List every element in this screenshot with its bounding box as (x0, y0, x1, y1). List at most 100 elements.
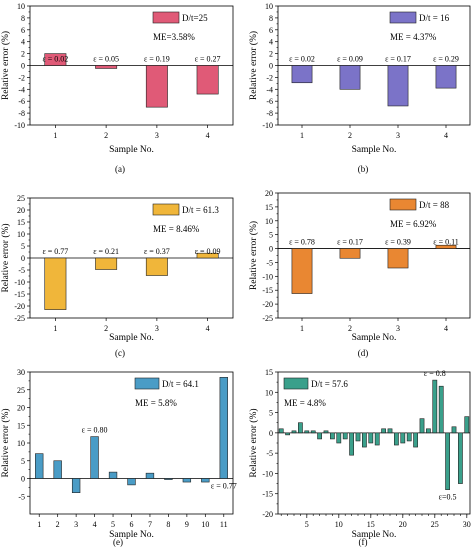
x-tick-label: 4 (444, 131, 448, 140)
y-tick-label: 5 (269, 231, 273, 240)
bar-sample-2 (285, 432, 290, 436)
bar-sample-8 (164, 478, 173, 480)
bar-sample-2 (53, 460, 62, 479)
epsilon-label: ε = 0.80 (82, 426, 108, 435)
y-tick-label: -20 (262, 300, 273, 309)
bar-sample-7 (145, 472, 155, 479)
x-tick-label: 3 (155, 324, 159, 333)
x-tick-label: 3 (396, 131, 400, 140)
legend-swatch (389, 198, 417, 211)
epsilon-label: ε = 0.05 (93, 55, 119, 64)
y-tick-label: -10 (262, 121, 273, 130)
x-tick-label: 2 (56, 520, 60, 529)
bar-sample-3 (387, 248, 409, 269)
y-tick-label: -25 (262, 314, 273, 323)
mean-error-label: ME=3.58% (153, 32, 195, 42)
y-tick-label: 8 (21, 14, 25, 23)
y-tick-label: -5 (18, 266, 25, 275)
y-axis-title: Relative error (%) (248, 31, 259, 100)
y-tick-label: -10 (262, 272, 273, 281)
x-tick-label: 5 (111, 520, 115, 529)
epsilon-label: ε = 0.77 (211, 482, 237, 491)
bar-sample-14 (362, 432, 367, 448)
y-tick-label: 10 (17, 2, 25, 11)
legend-label: D/t = 88 (419, 200, 450, 210)
bar-sample-5 (108, 471, 118, 479)
y-tick-label: 10 (17, 439, 25, 448)
x-tick-label: 1 (53, 324, 57, 333)
bar-sample-21 (406, 432, 412, 442)
epsilon-label: ε = 0.27 (195, 55, 221, 64)
x-tick-label: 5 (305, 520, 309, 529)
epsilon-label: ε = 0.78 (289, 238, 315, 247)
x-tick-label: 10 (201, 520, 209, 529)
bar-sample-6 (127, 478, 136, 486)
bar-sample-19 (394, 432, 399, 446)
x-tick-label: 20 (399, 520, 407, 529)
bar-sample-1 (35, 453, 44, 479)
y-tick-label: 15 (17, 218, 25, 227)
bar-sample-27 (445, 432, 450, 490)
bar-sample-2 (95, 257, 118, 270)
y-tick-label: -6 (266, 97, 273, 106)
epsilon-label: ε = 0.29 (433, 55, 459, 64)
bar-sample-24 (426, 428, 431, 434)
legend-label: D/t=25 (182, 13, 208, 23)
legend: D/t = 16 (389, 11, 450, 24)
x-axis-title: Sample No. (109, 530, 154, 540)
bar-sample-4 (196, 65, 219, 95)
legend-swatch (134, 377, 160, 390)
bar-sample-1 (278, 428, 284, 434)
legend-label: D/t = 64.1 (162, 379, 199, 389)
bar-sample-9 (330, 432, 335, 440)
bar-sample-29 (458, 432, 463, 484)
bar-sample-4 (298, 422, 303, 434)
mean-error-label: ME = 6.92% (390, 219, 437, 229)
bar-sample-23 (419, 418, 425, 434)
bar-sample-11 (219, 377, 228, 479)
epsilon-label: ε = 0.11 (433, 238, 459, 247)
x-tick-label: 8 (166, 520, 170, 529)
bar-sample-26 (438, 385, 444, 434)
bar-sample-7 (317, 432, 322, 440)
panel-label: (b) (358, 164, 369, 174)
epsilon-label: ε = 0.21 (93, 247, 119, 256)
legend-swatch (283, 377, 309, 390)
y-tick-label: -8 (18, 109, 25, 118)
mean-error-label: ME = 8.46% (153, 224, 200, 234)
x-tick-label: 11 (220, 520, 228, 529)
y-tick-label: 6 (21, 26, 25, 35)
y-tick-label: 10 (265, 217, 273, 226)
x-tick-label: 25 (431, 520, 439, 529)
y-tick-label: -10 (262, 469, 273, 478)
x-tick-label: 1 (300, 131, 304, 140)
y-tick-label: -6 (18, 97, 25, 106)
mean-error-label: ME = 4.37% (390, 32, 437, 42)
y-axis-title: Relative error (%) (248, 408, 259, 477)
bar-sample-9 (182, 478, 192, 483)
legend: D/t = 61.3 (152, 203, 219, 216)
bar-sample-6 (310, 430, 316, 434)
y-axis-title: Relative error (%) (0, 408, 11, 477)
plot-frame (29, 371, 234, 515)
chart-panel-4: -25 -20 -15 -10 -5 0 5 10 15 20 1 2 3 4 ε = 0.78 ε = 0.… (248, 189, 471, 358)
x-axis-title: Sample No. (109, 333, 154, 343)
x-tick-label: 1 (53, 131, 57, 140)
x-tick-label: 3 (74, 520, 78, 529)
legend-label: D/t = 16 (419, 13, 450, 23)
x-tick-label: 1 (37, 520, 41, 529)
bar-sample-3 (387, 65, 409, 107)
bar-sample-3 (291, 430, 297, 434)
bar-sample-1 (291, 248, 313, 294)
x-axis-title: Sample No. (352, 333, 397, 343)
bar-sample-20 (400, 432, 406, 444)
y-tick-label: -4 (266, 85, 273, 94)
bar-sample-12 (349, 432, 354, 456)
bar-sample-10 (201, 478, 210, 483)
x-tick-label: 2 (348, 131, 352, 140)
bar-sample-3 (145, 65, 168, 108)
bar-sample-10 (336, 432, 342, 444)
bar-sample-2 (339, 65, 361, 90)
x-tick-label: 2 (348, 324, 352, 333)
